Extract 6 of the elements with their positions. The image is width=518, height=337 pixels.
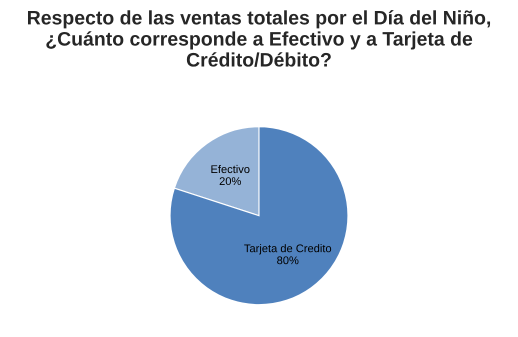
slice-label: Efectivo <box>211 164 250 174</box>
data-label: 20% <box>220 177 241 186</box>
slice-label: Tarjeta de Credito <box>244 244 332 254</box>
data-label: 80% <box>277 256 298 264</box>
chart-title: Respecto de las ventas totales por el Día del Niño, ¿Cuánto corresponde a Efectivo y a Tarjeta de Crédito/Débito? <box>28 10 490 67</box>
pie-slice <box>169 126 349 306</box>
